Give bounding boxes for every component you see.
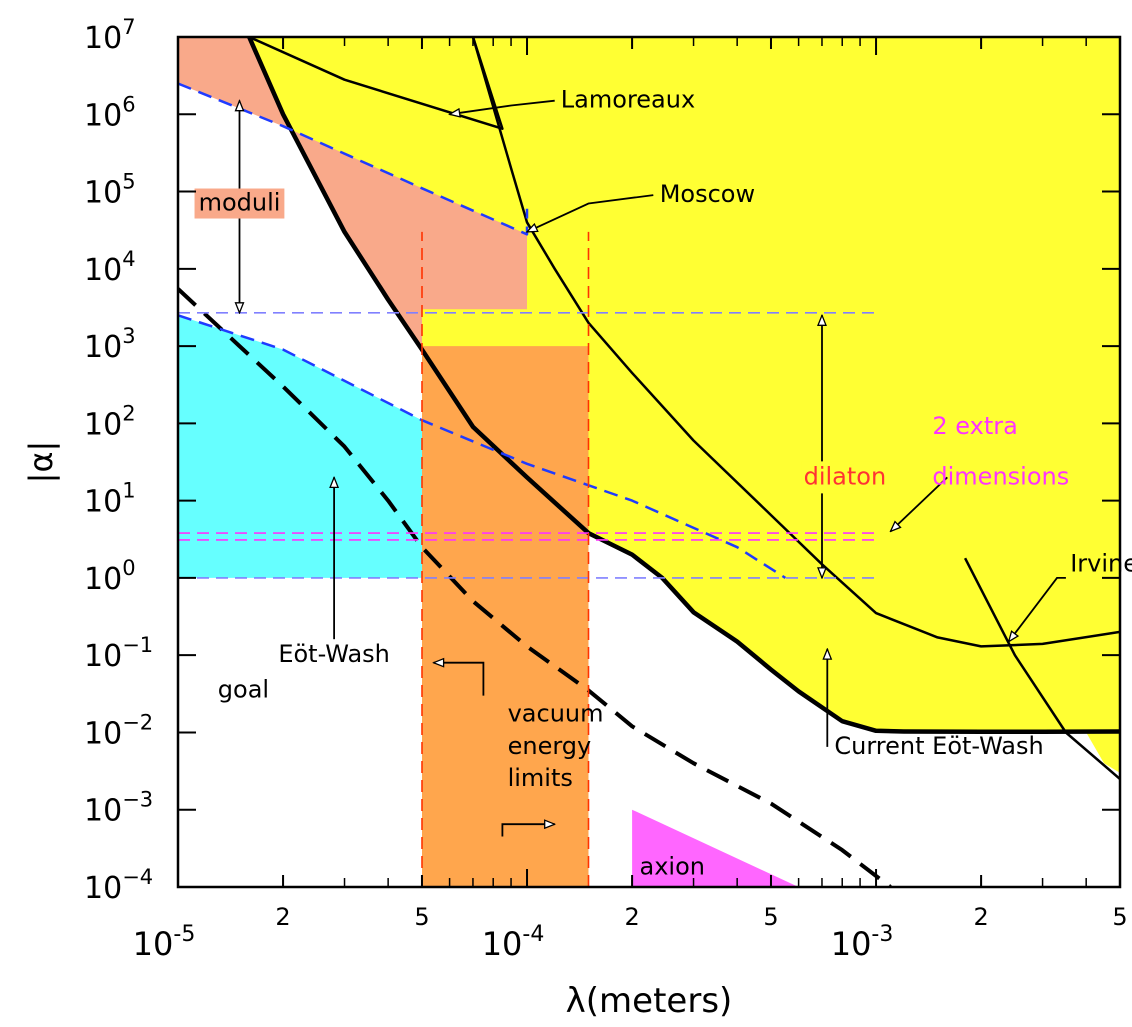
y-tick-label: 107 [84,15,136,56]
x-tick-label: 2 [973,903,988,931]
series-lines [178,37,1120,887]
y-tick-label: 10−1 [84,633,153,674]
current-eotwash-label: Current Eöt-Wash [834,732,1043,760]
x-tick-label: 5 [414,903,429,931]
x-axis-label: λ(meters) [566,981,733,1021]
dilaton-label: dilaton [804,462,887,490]
region-axion [632,809,799,887]
irvine-arrow [1009,577,1066,642]
y-tick-label: 10−4 [84,865,153,906]
moscow-label: Moscow [660,180,755,208]
y-tick-label: 10−3 [84,788,153,829]
y-axis-label: |α| [22,441,60,484]
x-tick-label: 5 [1112,903,1127,931]
series-irvine [963,557,1120,780]
annotation-arrows [240,101,1066,837]
vacuum-label-1: vacuum [508,700,604,728]
extra-dim-arrow [891,476,948,531]
y-tick-label: 105 [84,170,136,211]
axion-label: axion [640,852,705,880]
vacuum-label-3: limits [508,764,573,792]
dilaton-label-bg [801,461,889,494]
region-vacuum-energy [422,346,589,887]
moduli-label-bg [194,188,285,219]
y-tick-label: 104 [84,247,136,288]
vacuum-left-arrow [434,663,485,696]
extra-dim-label-1: 2 extra [932,412,1017,440]
lamoreaux-arrow [450,99,555,115]
x-tick-label: 10-5 [133,922,196,963]
lamoreaux-label: Lamoreaux [561,86,695,114]
series-moduli-upper [178,82,529,236]
extra-dim-label-2: dimensions [932,462,1069,490]
y-tick-label: 106 [84,92,136,133]
y-tick-label: 100 [84,556,136,597]
y-tick-label: 10−2 [84,710,153,751]
annotation-labels: Lamoreaux Moscow moduli dilaton 2 extra dimen… [194,86,1132,880]
vacuum-label-2: energy [508,732,592,760]
eotwash-goal-label-1: Eöt-Wash [278,640,390,668]
x-tick-label: 5 [763,903,778,931]
moduli-label: moduli [199,189,281,217]
moscow-arrow [527,194,654,233]
eotwash-goal-label-2: goal [218,675,269,703]
region-moduli [178,37,527,350]
y-tick-label: 102 [84,401,136,442]
region-eotwash-goal [178,315,422,578]
eotwash-goal-label-bg [274,639,394,672]
x-tick-label: 10-3 [831,922,894,963]
x-tick-label: 10-4 [482,922,545,963]
series-moduli-lower [178,314,787,579]
y-tick-label: 101 [84,479,136,520]
vacuum-right-arrow [501,824,554,837]
x-tick-label: 2 [275,903,290,931]
x-tick-label: 2 [624,903,639,931]
series-current-eotwash [247,37,1120,735]
shaded-regions [178,37,1120,887]
series-lamoreaux [248,37,504,130]
plot-frame [176,35,1122,889]
irvine-label: Irvine [1070,549,1132,577]
y-tick-label: 103 [84,324,136,365]
series-eotwash-goal-curve [178,287,892,887]
